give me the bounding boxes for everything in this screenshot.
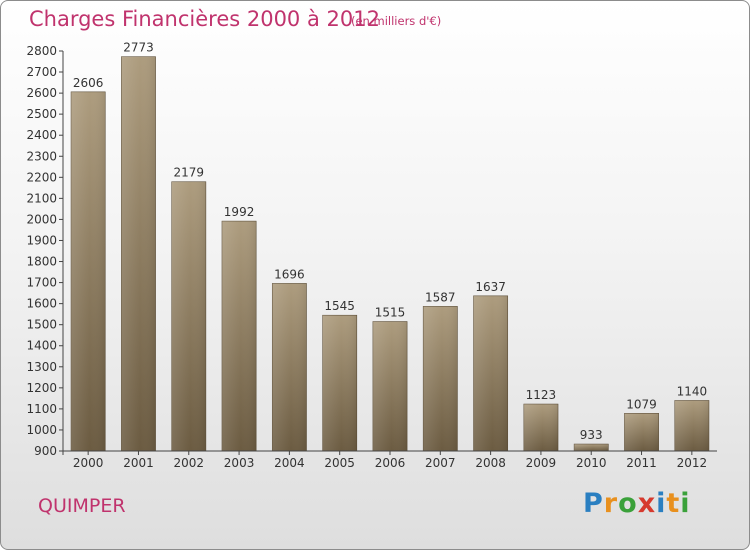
bar-value-label: 1515	[375, 306, 406, 320]
bar-value-label: 1696	[274, 267, 305, 281]
y-tick-label: 900	[34, 444, 57, 458]
y-tick-label: 2000	[26, 212, 57, 226]
bar-sheen	[221, 221, 257, 451]
x-tick-label: 2010	[576, 456, 607, 470]
bar-value-label: 2179	[173, 166, 204, 180]
bar-sheen	[473, 295, 508, 451]
x-tick-label: 2009	[526, 456, 557, 470]
y-tick-label: 1200	[26, 381, 57, 395]
y-tick-label: 2800	[26, 44, 57, 58]
y-tick-label: 2300	[26, 149, 57, 163]
y-tick-label: 2500	[26, 107, 57, 121]
x-tick-label: 2005	[324, 456, 355, 470]
bar-sheen	[121, 56, 156, 452]
x-tick-label: 2000	[73, 456, 104, 470]
logo-letter: r	[603, 488, 619, 519]
city-name: QUIMPER	[38, 495, 126, 517]
bar-sheen	[171, 181, 206, 451]
x-tick-label: 2008	[475, 456, 506, 470]
bar-value-label: 1992	[224, 205, 255, 219]
x-tick-label: 2004	[274, 456, 305, 470]
bar-sheen	[423, 306, 458, 451]
x-tick-label: 2012	[677, 456, 708, 470]
bar-value-label: 1140	[677, 384, 708, 398]
y-tick-label: 1700	[26, 276, 57, 290]
y-tick-label: 2700	[26, 65, 57, 79]
bar-sheen	[574, 444, 609, 451]
y-tick-label: 1100	[26, 402, 57, 416]
x-tick-label: 2011	[626, 456, 657, 470]
y-tick-label: 2400	[26, 128, 57, 142]
y-tick-label: 1000	[26, 423, 57, 437]
y-tick-label: 1400	[26, 339, 57, 353]
x-tick-label: 2002	[173, 456, 204, 470]
logo-letter: o	[618, 488, 638, 519]
logo-letter: x	[637, 488, 657, 519]
bar-value-label: 1545	[324, 299, 355, 313]
chart-subtitle: (en milliers d'€)	[351, 14, 442, 28]
bar-sheen	[372, 321, 408, 451]
bar-sheen	[523, 404, 559, 451]
logo-letter: P	[583, 488, 604, 519]
x-tick-label: 2006	[375, 456, 406, 470]
y-tick-label: 1600	[26, 297, 57, 311]
proxiti-logo: Proxiti	[583, 488, 691, 519]
y-tick-label: 1900	[26, 233, 57, 247]
logo-letter: i	[680, 488, 691, 519]
y-tick-label: 1800	[26, 255, 57, 269]
bar-value-label: 1637	[475, 280, 506, 294]
bar-value-label: 2773	[123, 41, 154, 55]
bar-value-label: 2606	[73, 76, 104, 90]
y-tick-label: 2200	[26, 170, 57, 184]
bar-value-label: 933	[580, 428, 603, 442]
chart-title: Charges Financières 2000 à 2012	[29, 7, 380, 31]
bar-sheen	[624, 413, 659, 451]
logo-letter: t	[666, 488, 681, 519]
y-tick-label: 2600	[26, 86, 57, 100]
x-tick-label: 2001	[123, 456, 154, 470]
bar-sheen	[272, 283, 307, 451]
x-tick-label: 2007	[425, 456, 456, 470]
y-tick-label: 1300	[26, 360, 57, 374]
logo-letter: i	[656, 488, 667, 519]
bar-sheen	[71, 91, 106, 451]
bar-sheen	[322, 315, 357, 451]
y-tick-label: 2100	[26, 191, 57, 205]
x-tick-label: 2003	[224, 456, 255, 470]
bar-value-label: 1079	[626, 397, 657, 411]
bar-value-label: 1587	[425, 290, 456, 304]
bar-value-label: 1123	[526, 388, 557, 402]
y-tick-label: 1500	[26, 318, 57, 332]
bar-sheen	[674, 400, 709, 451]
